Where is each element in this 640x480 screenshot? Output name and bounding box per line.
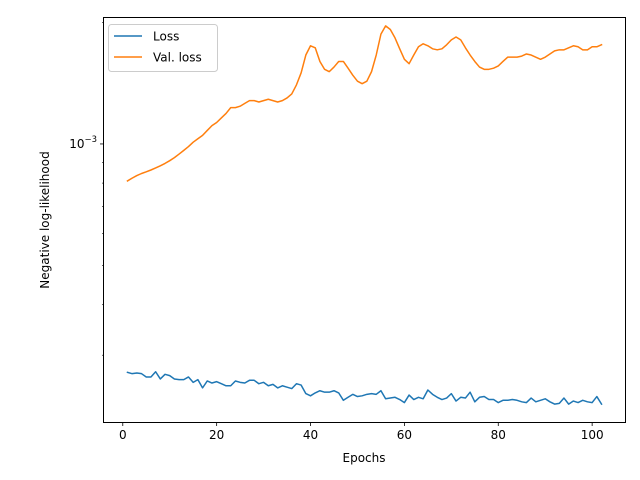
x-axis: 0 20 40 60 80 100 [119, 422, 604, 442]
y-axis-label: Negative log-likelihood [38, 151, 52, 288]
x-tick-label: 20 [209, 428, 224, 442]
x-axis-label: Epochs [343, 451, 386, 465]
x-tick-label: 0 [119, 428, 127, 442]
series-layer [126, 25, 603, 406]
x-tick-label: 100 [581, 428, 604, 442]
series-line-val-loss [126, 25, 603, 182]
x-tick-label: 40 [303, 428, 318, 442]
series-line-loss [126, 370, 603, 406]
legend-label-loss: Loss [153, 30, 179, 44]
axes-frame [103, 17, 626, 423]
x-tick-label: 80 [491, 428, 506, 442]
y-axis: 10−3 [69, 22, 104, 356]
y-tick-label: 10−3 [69, 135, 97, 151]
legend-label-val-loss: Val. loss [153, 51, 202, 65]
legend: Loss Val. loss [108, 24, 218, 72]
x-tick-label: 60 [397, 428, 412, 442]
plot-area [103, 17, 626, 423]
